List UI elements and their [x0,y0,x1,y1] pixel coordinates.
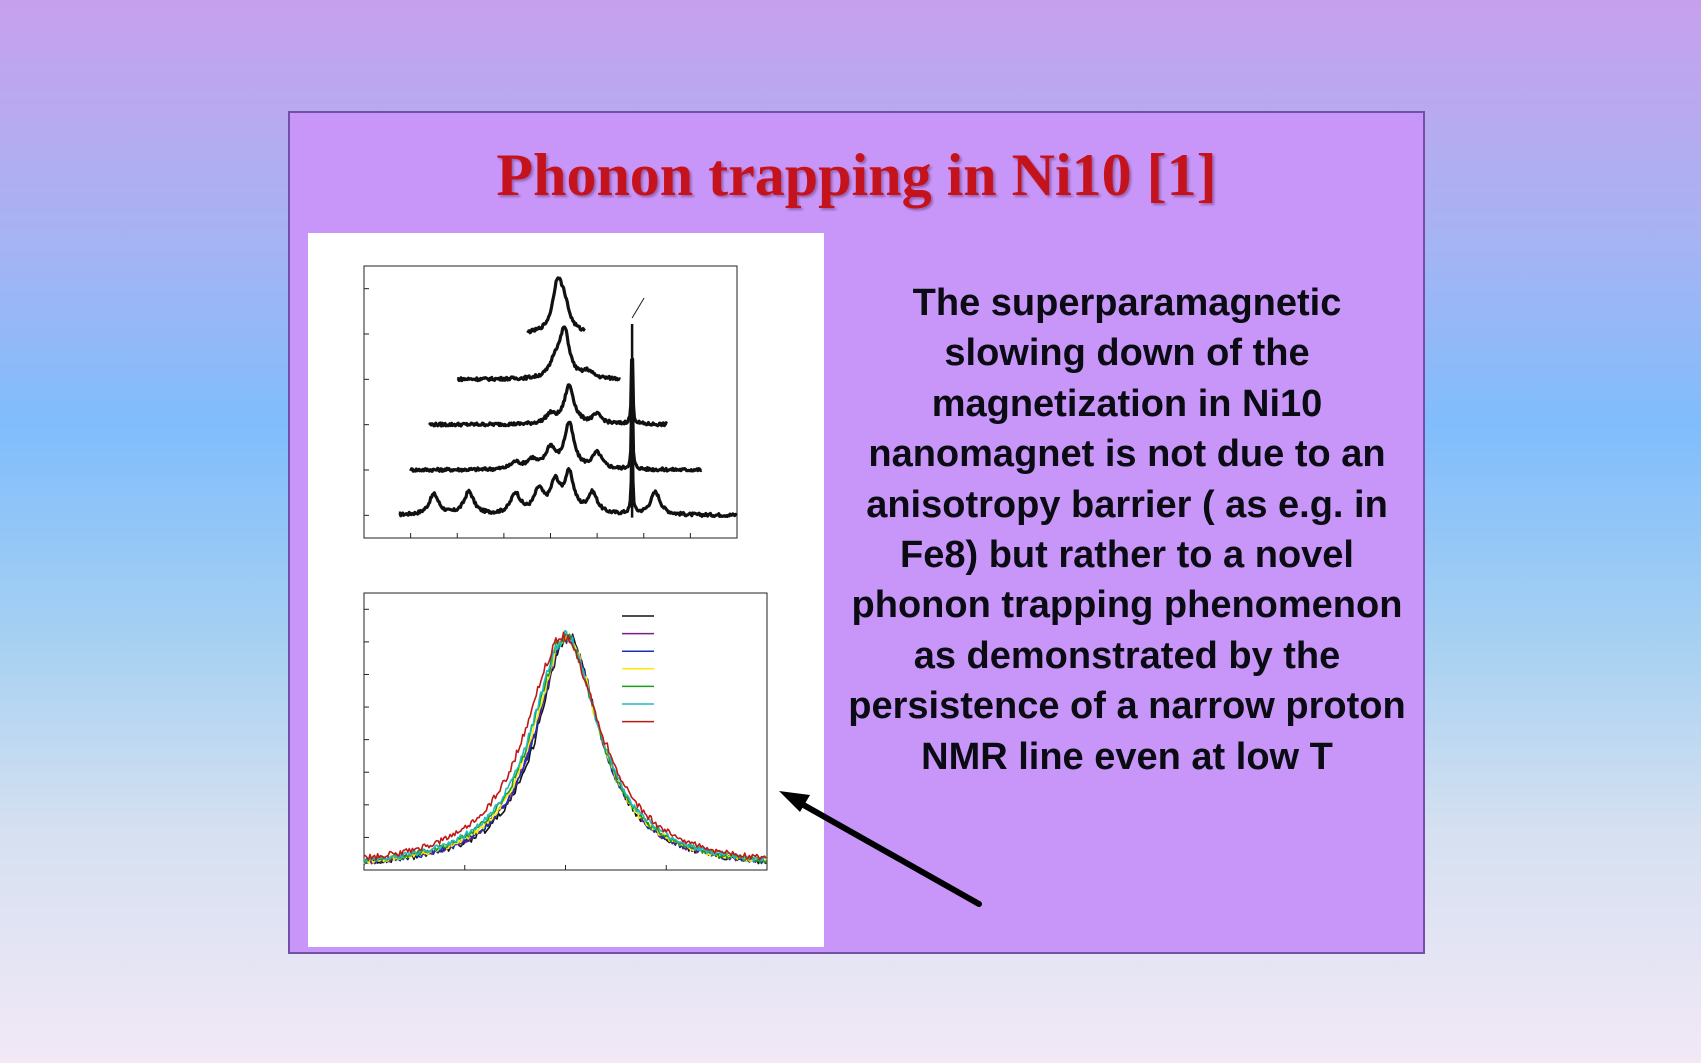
plot-a-series-line [409,402,703,473]
plot-b-series-line [363,634,767,865]
plot-a-resonance-pointer [631,297,645,319]
plot-a-series-line [456,325,622,383]
plot-b-series-line [363,633,767,865]
plot-a-series-line [398,407,738,519]
slide-title: Phonon trapping in Ni10 [1] [496,142,1217,208]
plot-a-series-line [428,357,669,428]
slide-panel: Phonon trapping in Ni10 [1] The superpar… [288,111,1425,954]
plot-b-series-line [363,634,767,865]
figure-box [308,233,824,947]
plot-b-series-line [363,632,767,864]
plot-b-series-line [363,629,766,863]
body-text: The superparamagnetic slowing down of th… [848,282,1406,778]
plot-a-series-line [526,276,586,335]
figure-svg [363,265,768,871]
plot-b-series-line [363,631,767,861]
plot-b-series-line [363,633,767,865]
